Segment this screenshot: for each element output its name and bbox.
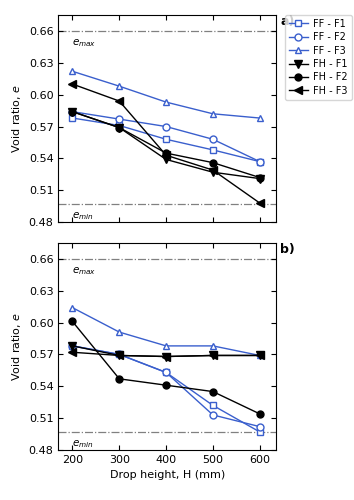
- Legend: FF - F1, FF - F2, FF - F3, FH - F1, FH - F2, FH - F3: FF - F1, FF - F2, FF - F3, FH - F1, FH -…: [285, 15, 352, 100]
- Text: a): a): [280, 15, 295, 28]
- Text: $e_{min}$: $e_{min}$: [73, 438, 94, 450]
- X-axis label: Drop height, H (mm): Drop height, H (mm): [110, 470, 225, 480]
- Text: $e_{max}$: $e_{max}$: [73, 265, 97, 277]
- Y-axis label: Void ratio, $e$: Void ratio, $e$: [10, 312, 23, 381]
- Text: b): b): [280, 243, 295, 256]
- Text: $e_{max}$: $e_{max}$: [73, 38, 97, 49]
- Y-axis label: Void ratio, $e$: Void ratio, $e$: [10, 84, 23, 153]
- Text: $e_{min}$: $e_{min}$: [73, 210, 94, 222]
